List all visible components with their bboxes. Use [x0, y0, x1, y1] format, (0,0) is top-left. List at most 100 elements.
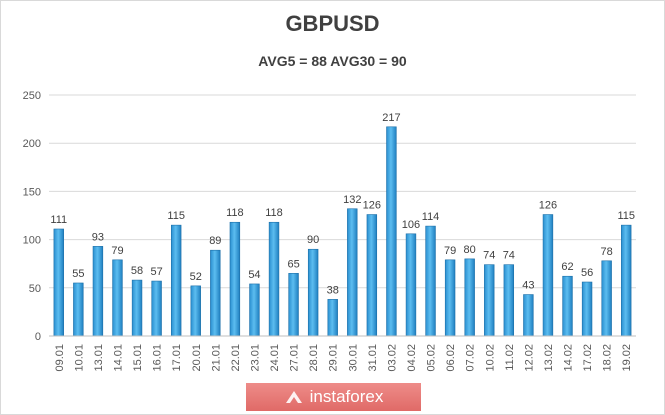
x-tick-label: 27.01 [289, 344, 301, 372]
bar [464, 258, 475, 337]
x-tick-label: 28.01 [308, 344, 320, 372]
bar [601, 260, 612, 337]
bar [73, 282, 84, 337]
data-label: 65 [287, 258, 299, 270]
bar [581, 281, 593, 337]
data-label: 79 [444, 245, 456, 257]
bar [425, 225, 436, 337]
x-tick-label: 05.02 [426, 344, 438, 372]
data-label: 43 [522, 280, 534, 292]
data-label: 118 [226, 207, 244, 219]
x-tick-label: 04.02 [406, 344, 418, 372]
bar [484, 264, 495, 337]
bar [170, 224, 182, 337]
x-tick-label: 11.02 [504, 344, 516, 371]
bar [347, 208, 358, 337]
y-axis: 0 50 100 150 200 250 [23, 90, 41, 343]
x-tick-label: 23.01 [249, 344, 261, 372]
x-tick-label: 10.01 [73, 344, 85, 372]
bar [562, 275, 573, 337]
x-tick-label: 15.01 [132, 344, 144, 372]
bar [131, 279, 143, 337]
data-label: 115 [617, 210, 635, 222]
x-tick-label: 09.01 [54, 344, 66, 372]
y-tick-label: 250 [23, 90, 41, 102]
instaforex-watermark: instaforex [246, 383, 421, 411]
watermark-text: instaforex [309, 387, 384, 406]
x-tick-label: 03.02 [386, 344, 398, 372]
y-tick-label: 100 [23, 235, 41, 247]
bar [621, 224, 632, 337]
x-tick-label: 18.02 [602, 344, 614, 372]
data-label: 126 [363, 200, 381, 212]
bar [327, 299, 338, 337]
data-label: 58 [131, 265, 143, 277]
x-tick-label: 14.01 [112, 344, 124, 372]
x-tick-label: 10.02 [484, 344, 496, 372]
bar [249, 283, 260, 337]
x-tick-label: 17.02 [582, 344, 594, 372]
data-label: 118 [265, 207, 283, 219]
data-label: 217 [382, 112, 400, 124]
chart-title: GBPUSD [285, 11, 380, 36]
bar [151, 280, 162, 337]
instaforex-logo-icon [285, 391, 302, 403]
data-label: 52 [190, 271, 202, 283]
x-tick-label: 07.02 [465, 344, 477, 372]
x-tick-label: 13.01 [93, 344, 105, 372]
data-label: 80 [464, 244, 476, 256]
data-label: 132 [343, 194, 361, 206]
y-tick-label: 0 [35, 331, 41, 343]
data-label: 115 [167, 210, 185, 222]
data-label: 62 [561, 261, 573, 273]
data-label: 93 [92, 231, 104, 243]
chart-subtitle: AVG5 = 88 AVG30 = 90 [258, 53, 407, 69]
bar [112, 259, 123, 337]
x-axis: 09.01 10.01 13.01 14.01 15.01 16.01 17.01 20.01… [49, 335, 636, 372]
x-tick-label: 20.01 [191, 344, 203, 372]
bar [523, 294, 534, 337]
data-label: 56 [581, 267, 593, 279]
x-tick-label: 21.01 [210, 344, 222, 372]
data-label: 111 [50, 214, 67, 226]
x-tick-label: 13.02 [543, 344, 555, 372]
data-label: 78 [601, 246, 613, 258]
x-tick-label: 14.02 [563, 344, 575, 372]
x-tick-label: 17.01 [171, 344, 183, 372]
x-tick-label: 06.02 [445, 344, 457, 372]
data-label: 89 [209, 235, 221, 247]
bar [386, 126, 397, 337]
bars [53, 126, 632, 337]
data-label: 126 [539, 200, 557, 212]
bar [268, 221, 280, 337]
data-label: 38 [327, 284, 339, 296]
data-label: 79 [111, 245, 123, 257]
bar [542, 214, 554, 337]
bar [53, 228, 64, 337]
bar [210, 249, 221, 337]
x-tick-label: 24.01 [269, 344, 281, 372]
x-tick-label: 12.02 [523, 344, 535, 372]
bar [190, 285, 201, 337]
bar [92, 246, 104, 337]
y-tick-label: 50 [29, 283, 41, 295]
x-tick-label: 16.01 [152, 344, 164, 372]
bar [444, 259, 456, 337]
bar [503, 264, 515, 337]
bar [405, 233, 417, 337]
x-tick-label: 22.01 [230, 344, 242, 372]
data-label: 57 [150, 266, 162, 278]
bar [366, 214, 378, 337]
y-tick-label: 150 [23, 186, 41, 198]
x-tick-label: 31.01 [367, 344, 379, 372]
bar [288, 273, 299, 337]
data-label: 106 [402, 219, 420, 231]
data-label: 74 [483, 250, 495, 262]
data-label: 114 [422, 211, 440, 223]
bar [307, 248, 319, 337]
data-label: 54 [248, 269, 260, 281]
bar [229, 221, 241, 337]
